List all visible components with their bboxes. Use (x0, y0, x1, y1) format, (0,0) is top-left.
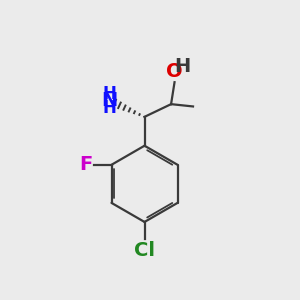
Text: H: H (103, 85, 117, 103)
Text: O: O (166, 62, 183, 81)
Text: F: F (79, 155, 92, 174)
Text: H: H (174, 57, 190, 76)
Text: N: N (102, 91, 118, 110)
Text: H: H (103, 99, 117, 117)
Text: Cl: Cl (134, 241, 155, 260)
